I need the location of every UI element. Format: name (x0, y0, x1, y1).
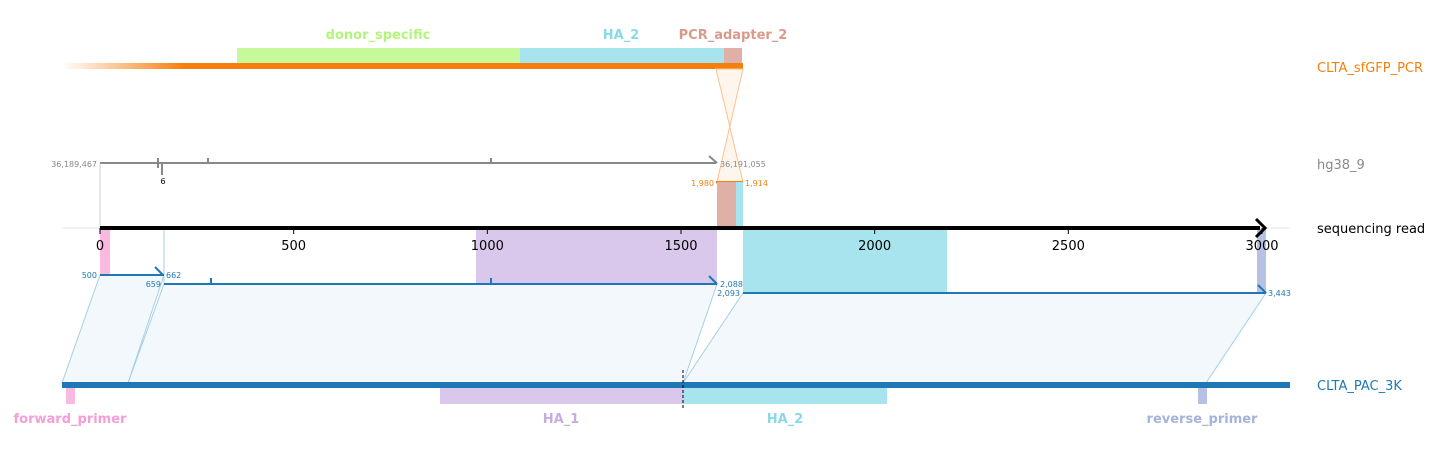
read-axis-tick-label: 1000 (471, 239, 504, 254)
top-feature-donor-specific-box (237, 48, 520, 64)
bottom-alignments: 500 662 659 2,088 2,093 3,443 (61, 266, 1291, 384)
read-axis-tick-label: 2000 (858, 239, 891, 254)
genome-coord-start: 36,189,467 (51, 160, 97, 169)
read-axis-tick-label: 3000 (1245, 239, 1278, 254)
bottom-feature-forward-primer-box (66, 388, 75, 404)
coord-a2-start: 659 (146, 280, 161, 289)
coord-top-right: 1,914 (745, 179, 768, 188)
coord-a1-start: 500 (82, 271, 97, 280)
bottom-feature-label-reverse-primer: reverse_primer (1147, 412, 1259, 427)
bottom-reference: forward_primer HA_1 HA_2 reverse_primer … (14, 370, 1402, 427)
bottom-reference-name: CLTA_PAC_3K (1317, 379, 1402, 394)
coord-a1-end: 662 (166, 271, 181, 280)
top-feature-label-donor-specific: donor_specific (326, 28, 431, 43)
bottom-feature-ha1-box (440, 388, 683, 404)
top-feature-label-pcr-adapter: PCR_adapter_2 (679, 28, 788, 43)
top-feature-label-ha2: HA_2 (603, 28, 640, 43)
top-to-read-alignment: 1,980 1,914 (691, 68, 768, 191)
genome-reference-name: hg38_9 (1317, 158, 1365, 173)
coord-a2-end: 2,088 (720, 280, 743, 289)
coord-a3-start: 2,093 (717, 289, 740, 298)
read-axis: 0 500 1000 1500 2000 2500 3000 sequencing read (62, 217, 1425, 254)
read-axis-tick-label: 0 (96, 239, 104, 254)
bottom-reference-bar (62, 382, 1290, 388)
bottom-feature-reverse-primer-box (1198, 388, 1207, 404)
coord-top-left: 1,980 (691, 179, 714, 188)
genome-coord-small: 6 (160, 177, 165, 186)
top-feature-pcr-adapter-box (724, 48, 742, 64)
bottom-feature-label-ha2: HA_2 (767, 412, 804, 427)
read-reference-name: sequencing read (1317, 222, 1425, 237)
genome-reference: 36,189,467 36,191,055 6 hg38_9 (51, 155, 1365, 228)
coord-a3-end: 3,443 (1268, 289, 1291, 298)
bottom-feature-label-forward-primer: forward_primer (14, 412, 128, 427)
top-feature-ha2-box (520, 48, 724, 64)
bottom-feature-ha2-box (683, 388, 887, 404)
read-axis-tick-label: 1500 (664, 239, 697, 254)
read-axis-tick-label: 2500 (1052, 239, 1085, 254)
top-reference-bar (62, 63, 743, 69)
read-axis-tick-label: 500 (281, 239, 306, 254)
read-feature-shading (100, 182, 1266, 294)
top-reference: donor_specific HA_2 PCR_adapter_2 CLTA_s… (62, 28, 1423, 76)
read-axis-ticks: 0 500 1000 1500 2000 2500 3000 (96, 228, 1279, 254)
genome-coord-end: 36,191,055 (720, 160, 766, 169)
bottom-feature-label-ha1: HA_1 (543, 412, 580, 427)
top-reference-name: CLTA_sfGFP_PCR (1317, 61, 1423, 76)
